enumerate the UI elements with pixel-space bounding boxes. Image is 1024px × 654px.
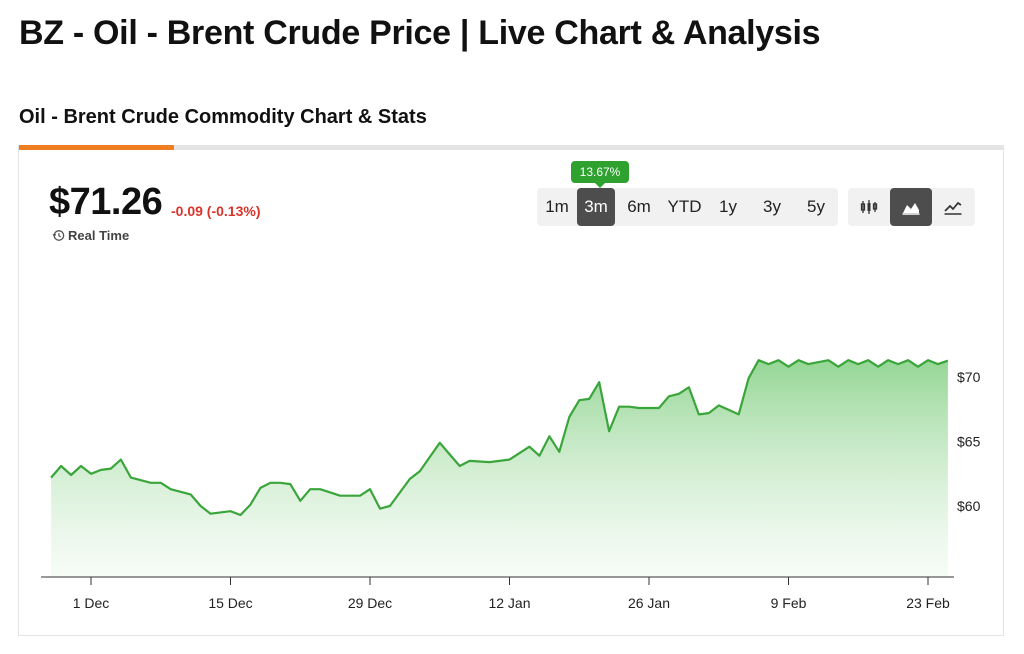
active-tab-indicator xyxy=(19,145,174,150)
y-tick-label: $70 xyxy=(957,369,981,385)
x-tick-label: 1 Dec xyxy=(73,595,110,611)
price-area-fill xyxy=(51,360,948,577)
range-3y-button[interactable]: 3y xyxy=(763,197,781,216)
realtime-label: Real Time xyxy=(68,228,130,243)
area-chart-button[interactable] xyxy=(890,188,932,226)
candlestick-icon xyxy=(860,200,878,214)
line-chart-icon xyxy=(944,201,962,215)
range-6m-button[interactable]: 6m xyxy=(627,197,651,216)
price-line xyxy=(50,359,949,517)
chart-card: $71.26 -0.09 (-0.13%) Real Time 13.67% 1… xyxy=(18,145,1004,636)
badge-caret xyxy=(594,182,606,188)
y-tick-label: $65 xyxy=(957,434,981,450)
range-performance-badge: 13.67% xyxy=(571,161,629,183)
range-5y-button[interactable]: 5y xyxy=(807,197,825,216)
page-title: BZ - Oil - Brent Crude Price | Live Char… xyxy=(19,14,821,52)
current-price: $71.26 xyxy=(49,181,163,223)
x-tick-label: 23 Feb xyxy=(906,595,950,611)
candlestick-chart-button[interactable] xyxy=(848,188,890,226)
card-tab-bar xyxy=(19,145,1003,150)
x-tick-label: 15 Dec xyxy=(208,595,252,611)
range-3m-button[interactable]: 3m xyxy=(577,188,615,226)
range-1y-button[interactable]: 1y xyxy=(719,197,737,216)
area-chart-icon xyxy=(902,203,920,215)
line-chart-button[interactable] xyxy=(932,188,974,226)
history-clock-icon xyxy=(52,230,65,241)
x-tick-label: 29 Dec xyxy=(348,595,392,611)
range-ytd-button[interactable]: YTD xyxy=(667,197,702,216)
x-tick-label: 26 Jan xyxy=(628,595,670,611)
x-tick-label: 12 Jan xyxy=(488,595,530,611)
y-tick-label: $60 xyxy=(957,498,981,514)
range-1m-button[interactable]: 1m xyxy=(545,197,569,216)
time-range-selector: 1m 3m 6m YTD 1y 3y 5y xyxy=(537,188,838,226)
price-area-chart: 1 Dec 15 Dec 29 Dec 12 Jan 26 Jan 9 Feb 23 Feb… xyxy=(41,359,981,611)
x-tick-label: 9 Feb xyxy=(771,595,807,611)
chart-type-selector xyxy=(848,188,975,226)
price-change: -0.09 (-0.13%) xyxy=(171,203,261,219)
realtime-indicator: Real Time xyxy=(52,228,129,243)
section-title: Oil - Brent Crude Commodity Chart & Stat… xyxy=(19,106,427,128)
